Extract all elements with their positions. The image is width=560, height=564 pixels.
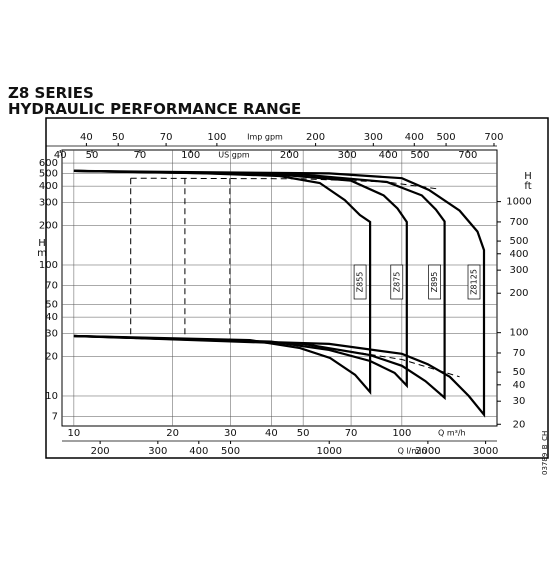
- model-label: Z875: [392, 272, 401, 293]
- y2-tick-label: 30: [513, 396, 526, 407]
- x-tick-label: 30: [224, 428, 237, 439]
- y-tick-label: 10: [45, 391, 58, 402]
- dashed-range-line: [130, 177, 440, 190]
- secondary-tick-label: 50: [86, 150, 99, 161]
- model-label-box: [353, 264, 367, 300]
- drawing-code: 03789_B_CH: [541, 431, 549, 475]
- dashed-range-line: [130, 337, 460, 378]
- model-label-box: [467, 264, 481, 300]
- y-axis-label: H: [38, 238, 46, 249]
- secondary-axis-label: Imp gpm: [247, 133, 283, 142]
- secondary-tick-label: 400: [189, 446, 208, 457]
- secondary-tick-label: 300: [338, 150, 357, 161]
- y2-tick-label: 1000: [506, 197, 531, 208]
- frame: [45, 117, 549, 459]
- y2-tick-label: 50: [513, 367, 526, 378]
- y2-tick-label: 20: [513, 419, 526, 430]
- model-label-box: [390, 264, 404, 300]
- secondary-tick-label: 200: [91, 446, 110, 457]
- y-tick-label: 7: [52, 411, 58, 422]
- secondary-tick-label: 70: [160, 132, 173, 143]
- x-axis-label: Q m³/h: [438, 429, 466, 438]
- chart-subtitle: HYDRAULIC PERFORMANCE RANGE: [8, 100, 301, 118]
- secondary-tick-label: 200: [306, 132, 325, 143]
- model-range-line: [73, 169, 408, 389]
- model-label-box: [428, 264, 441, 300]
- x-tick-label: 20: [166, 428, 179, 439]
- secondary-tick-label: 100: [181, 150, 200, 161]
- model-label: Z8125: [470, 269, 479, 295]
- y-tick-label: 40: [45, 312, 58, 323]
- secondary-tick-label: 200: [280, 150, 299, 161]
- y2-axis-unit: ft: [524, 181, 531, 192]
- model-range-line: [73, 169, 486, 418]
- secondary-tick-label: 100: [207, 132, 226, 143]
- y-tick-label: 600: [39, 158, 58, 169]
- y-tick-label: 100: [39, 260, 58, 271]
- y-tick-label: 200: [39, 221, 58, 232]
- x-tick-label: 50: [297, 428, 310, 439]
- y2-tick-label: 40: [513, 380, 526, 391]
- model-label: Z855: [356, 272, 365, 293]
- x-tick-label: 100: [392, 428, 411, 439]
- secondary-tick-label: 3000: [473, 446, 498, 457]
- y2-tick-label: 700: [509, 217, 528, 228]
- model-range-line: [73, 169, 372, 396]
- x-tick-label: 10: [68, 428, 81, 439]
- y-tick-label: 70: [45, 280, 58, 291]
- y2-tick-label: 70: [513, 348, 526, 359]
- y-axis-unit: m: [37, 248, 47, 259]
- secondary-tick-label: 40: [80, 132, 93, 143]
- secondary-tick-label: 50: [112, 132, 125, 143]
- y2-tick-label: 400: [509, 249, 528, 260]
- x-tick-label: 40: [265, 428, 278, 439]
- secondary-tick-label: 1000: [316, 446, 341, 457]
- secondary-tick-label: 300: [148, 446, 167, 457]
- secondary-tick-label: 70: [134, 150, 147, 161]
- model-label: Z895: [430, 272, 439, 293]
- secondary-tick-label: 300: [364, 132, 383, 143]
- secondary-tick-label: 2000: [415, 446, 440, 457]
- y2-axis-label: H: [524, 171, 532, 182]
- secondary-tick-label: 700: [484, 132, 503, 143]
- secondary-tick-label: 40: [54, 150, 67, 161]
- secondary-tick-label: 500: [221, 446, 240, 457]
- secondary-axis-label: US gpm: [218, 151, 250, 160]
- y-tick-label: 300: [39, 198, 58, 209]
- y-tick-label: 500: [39, 168, 58, 179]
- x-tick-label: 70: [345, 428, 358, 439]
- plot-area: [61, 149, 498, 427]
- y2-tick-label: 500: [509, 236, 528, 247]
- y-tick-label: 30: [45, 328, 58, 339]
- chart-title: Z8 SERIES: [8, 84, 94, 102]
- y-tick-label: 20: [45, 352, 58, 363]
- y-tick-label: 50: [45, 299, 58, 310]
- model-range-line: [73, 169, 446, 401]
- secondary-tick-label: 400: [379, 150, 398, 161]
- y2-tick-label: 300: [509, 265, 528, 276]
- y2-tick-label: 100: [509, 328, 528, 339]
- secondary-tick-label: 400: [405, 132, 424, 143]
- secondary-axis-label: Q l/min: [398, 447, 427, 456]
- secondary-tick-label: 500: [437, 132, 456, 143]
- secondary-tick-label: 700: [458, 150, 477, 161]
- y-tick-label: 400: [39, 181, 58, 192]
- secondary-tick-label: 500: [410, 150, 429, 161]
- y2-tick-label: 200: [509, 288, 528, 299]
